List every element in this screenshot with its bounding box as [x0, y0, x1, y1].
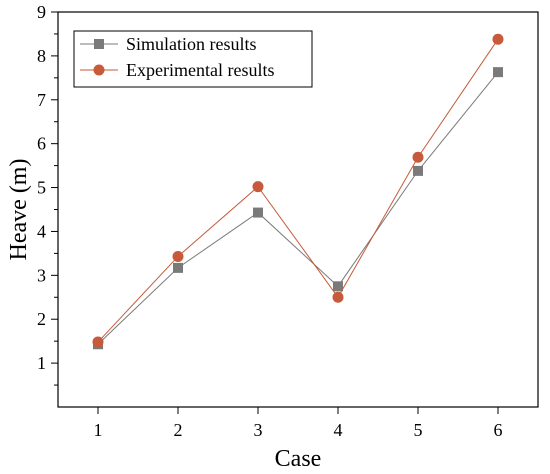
- experimental-results-point: [172, 250, 184, 262]
- simulation-results-legend-marker: [94, 39, 104, 49]
- y-tick-label: 2: [37, 309, 46, 329]
- y-tick-label: 7: [37, 90, 46, 110]
- y-tick-label: 8: [37, 46, 46, 66]
- experimental-results-point: [332, 291, 344, 303]
- experimental-results-legend-label: Experimental results: [126, 60, 274, 80]
- simulation-results-point: [493, 67, 503, 78]
- x-axis-title: Case: [275, 446, 322, 472]
- x-tick-label: 6: [494, 420, 503, 440]
- x-tick-label: 3: [254, 420, 263, 440]
- simulation-results-point: [413, 165, 423, 176]
- y-axis-title: Heave (m): [6, 159, 32, 261]
- x-tick-label: 2: [174, 420, 183, 440]
- y-tick-label: 5: [37, 178, 46, 198]
- simulation-results-point: [333, 281, 343, 292]
- legend-box: [73, 30, 313, 88]
- simulation-results-line: [97, 71, 499, 345]
- simulation-results-legend-label: Simulation results: [126, 34, 257, 54]
- y-tick-label: 3: [37, 265, 46, 285]
- simulation-results-point: [253, 207, 263, 218]
- y-tick-label: 1: [37, 353, 46, 373]
- plot-axes: 1 2 3 4 5 6 1 2 3 4 5 6 7 8 9: [37, 2, 539, 440]
- legend: Simulation results Experimental results: [73, 30, 313, 88]
- experimental-results-point: [412, 151, 424, 163]
- y-tick-label: 4: [37, 221, 46, 241]
- y-tick-label: 6: [37, 134, 46, 154]
- simulation-results-point: [173, 262, 183, 273]
- experimental-results-point: [252, 181, 264, 193]
- x-tick-label: 4: [334, 420, 343, 440]
- series-layer: [92, 33, 504, 350]
- experimental-results-point: [492, 33, 504, 45]
- experimental-results-legend-marker: [93, 64, 105, 76]
- x-tick-label: 1: [94, 420, 103, 440]
- experimental-results-line: [97, 38, 499, 343]
- experimental-results-point: [92, 336, 104, 348]
- y-tick-label: 9: [37, 2, 46, 22]
- x-tick-label: 5: [414, 420, 423, 440]
